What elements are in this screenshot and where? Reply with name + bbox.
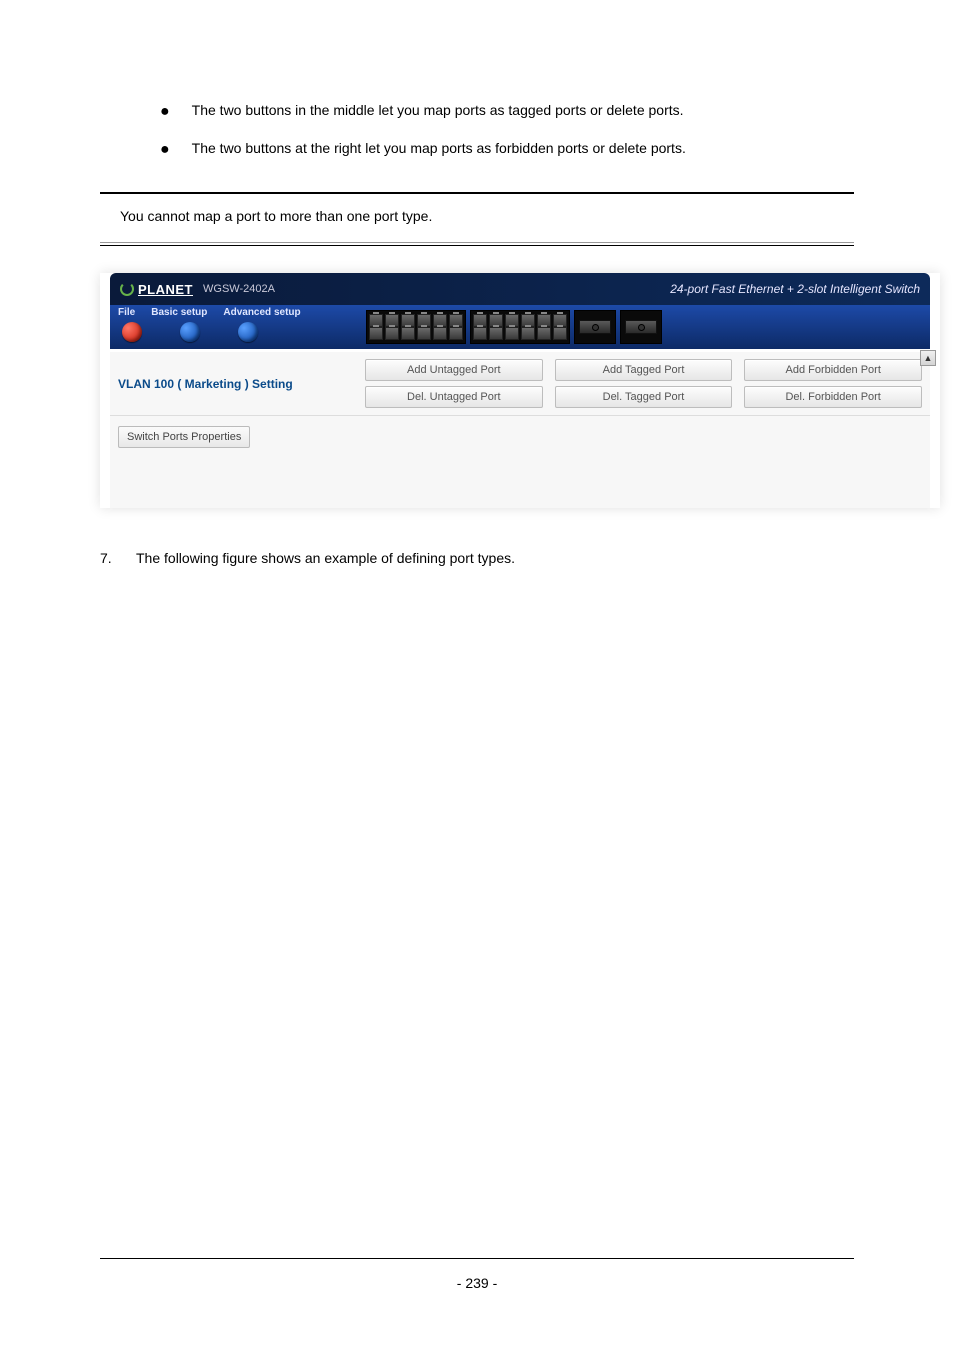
planet-icon xyxy=(120,282,134,296)
bullet-item: ● The two buttons in the middle let you … xyxy=(160,100,854,124)
port-bank-2[interactable] xyxy=(470,310,570,344)
port-icon[interactable] xyxy=(537,327,551,340)
bullet-text: The two buttons at the right let you map… xyxy=(192,138,854,159)
step-text: The following figure shows an example of… xyxy=(136,548,515,569)
menu-bar: File Basic setup Advanced setup xyxy=(110,305,930,349)
indicator-red-icon xyxy=(122,322,142,342)
port-icon[interactable] xyxy=(553,327,567,340)
add-forbidden-port-button[interactable]: Add Forbidden Port xyxy=(744,359,922,381)
note-text: You cannot map a port to more than one p… xyxy=(120,208,432,224)
screenshot-panel: PLANET WGSW-2402A 24-port Fast Ethernet … xyxy=(100,273,940,508)
port-icon[interactable] xyxy=(489,327,503,340)
slot-1[interactable] xyxy=(574,310,616,344)
tagged-column: Add Tagged Port Del. Tagged Port xyxy=(555,359,733,408)
model-label: WGSW-2402A xyxy=(203,283,275,295)
bullet-text: The two buttons in the middle let you ma… xyxy=(192,100,854,121)
port-icon[interactable] xyxy=(505,327,519,340)
bullet-item: ● The two buttons at the right let you m… xyxy=(160,138,854,162)
port-icon[interactable] xyxy=(369,327,383,340)
step-number: 7. xyxy=(100,548,120,569)
note-box: You cannot map a port to more than one p… xyxy=(100,192,854,243)
page-number: - 239 - xyxy=(457,1275,497,1291)
port-bank-1[interactable] xyxy=(366,310,466,344)
port-icon[interactable] xyxy=(401,327,415,340)
slot-led-icon xyxy=(638,324,645,331)
port-icon[interactable] xyxy=(473,327,487,340)
step-7: 7. The following figure shows an example… xyxy=(100,548,854,569)
vlan-title: VLAN 100 ( Marketing ) Setting xyxy=(118,377,353,391)
menu-advanced-setup[interactable]: Advanced setup xyxy=(223,307,300,318)
header-tagline: 24-port Fast Ethernet + 2-slot Intellige… xyxy=(670,282,920,296)
bullet-dot-icon: ● xyxy=(160,138,170,162)
page-footer: - 239 - xyxy=(100,1258,854,1291)
indicator-blue-1-icon xyxy=(180,322,200,342)
bullet-list: ● The two buttons in the middle let you … xyxy=(160,100,854,162)
forbidden-column: Add Forbidden Port Del. Forbidden Port xyxy=(744,359,922,408)
port-icon[interactable] xyxy=(449,327,463,340)
brand-name: PLANET xyxy=(138,282,193,297)
brand-logo: PLANET WGSW-2402A xyxy=(120,282,275,297)
port-icon[interactable] xyxy=(417,327,431,340)
menu-file[interactable]: File xyxy=(118,307,135,318)
slot-2[interactable] xyxy=(620,310,662,344)
port-icon[interactable] xyxy=(385,327,399,340)
config-row: VLAN 100 ( Marketing ) Setting Add Untag… xyxy=(110,352,930,416)
slot-led-icon xyxy=(592,324,599,331)
bullet-dot-icon: ● xyxy=(160,100,170,124)
config-panel: ▲ VLAN 100 ( Marketing ) Setting Add Unt… xyxy=(110,351,930,508)
indicator-blue-2-icon xyxy=(238,322,258,342)
port-banks xyxy=(360,305,930,349)
app-header: PLANET WGSW-2402A 24-port Fast Ethernet … xyxy=(110,273,930,305)
indicator-row xyxy=(110,320,360,342)
del-untagged-port-button[interactable]: Del. Untagged Port xyxy=(365,386,543,408)
scroll-up-icon[interactable]: ▲ xyxy=(920,350,936,366)
menu-basic-setup[interactable]: Basic setup xyxy=(151,307,207,318)
port-icon[interactable] xyxy=(521,327,535,340)
del-forbidden-port-button[interactable]: Del. Forbidden Port xyxy=(744,386,922,408)
switch-ports-properties-button[interactable]: Switch Ports Properties xyxy=(118,426,250,448)
menu-left: File Basic setup Advanced setup xyxy=(110,305,360,349)
port-icon[interactable] xyxy=(433,327,447,340)
del-tagged-port-button[interactable]: Del. Tagged Port xyxy=(555,386,733,408)
add-untagged-port-button[interactable]: Add Untagged Port xyxy=(365,359,543,381)
untagged-column: Add Untagged Port Del. Untagged Port xyxy=(365,359,543,408)
add-tagged-port-button[interactable]: Add Tagged Port xyxy=(555,359,733,381)
